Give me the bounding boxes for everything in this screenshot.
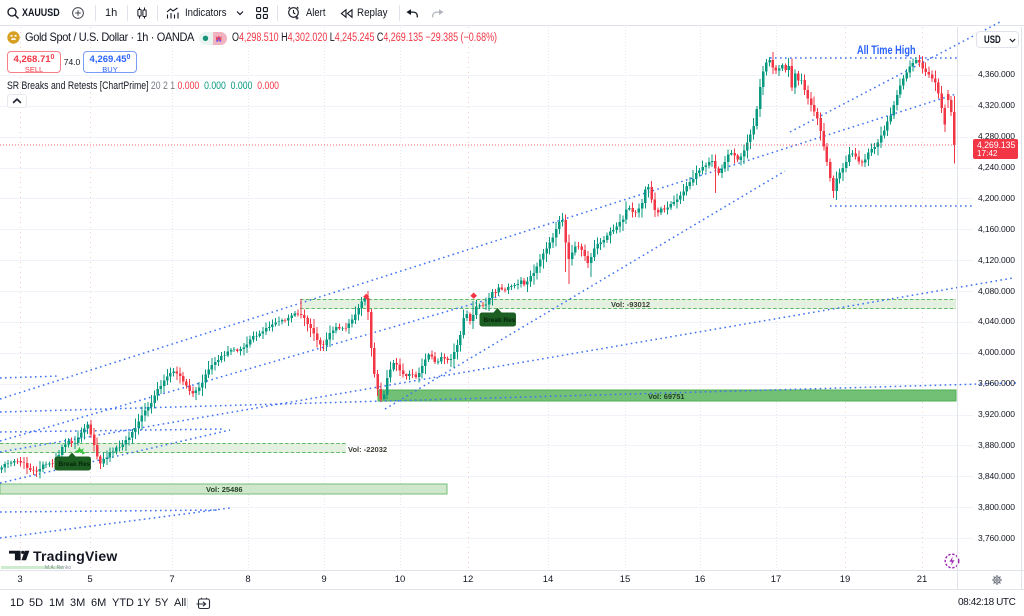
svg-text:Vol: -22032: Vol: -22032	[348, 445, 387, 454]
svg-text:TradingView: TradingView	[33, 548, 117, 564]
svg-text:Break Res: Break Res	[59, 461, 91, 468]
svg-text:Vol: 25486: Vol: 25486	[206, 485, 243, 494]
svg-text:Vol: -93012: Vol: -93012	[611, 300, 650, 309]
svg-text:All Time High: All Time High	[857, 45, 916, 57]
svg-text:Vol: 69751: Vol: 69751	[648, 392, 685, 401]
svg-text:Break Res: Break Res	[484, 317, 516, 324]
